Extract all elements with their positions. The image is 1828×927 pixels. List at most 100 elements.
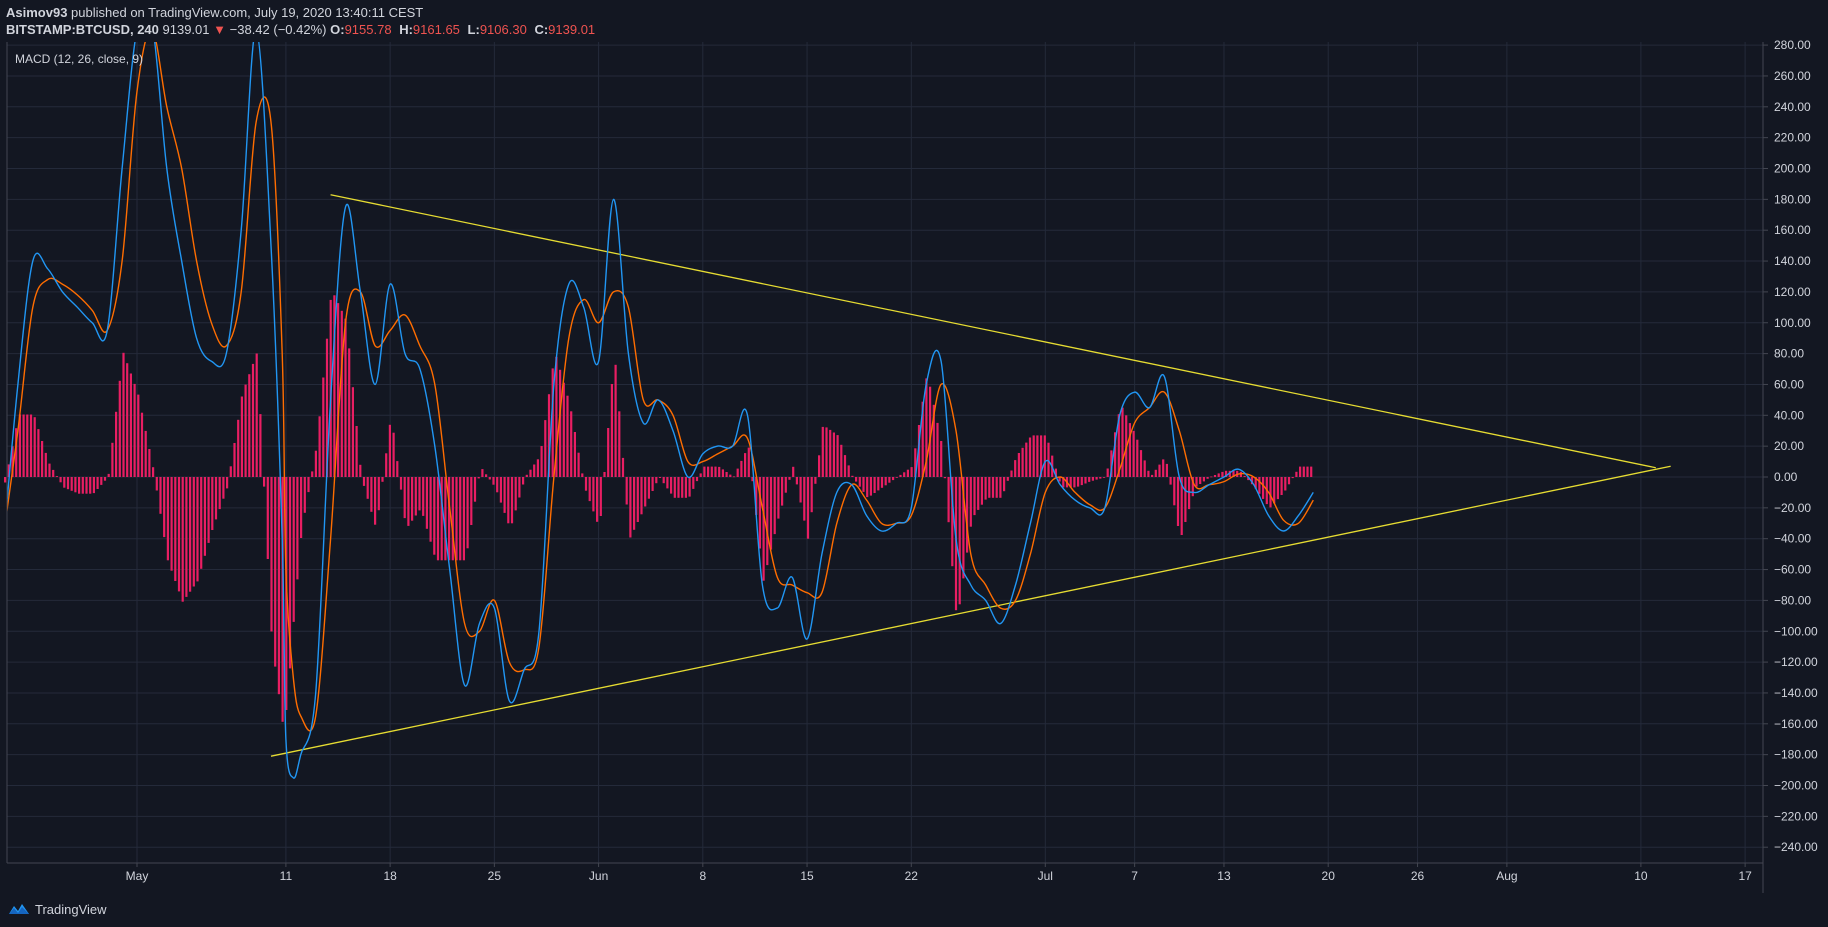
tradingview-brand[interactable]: TradingView	[35, 901, 107, 917]
histogram-bar	[855, 477, 858, 482]
histogram-bar	[126, 363, 129, 477]
histogram-bar	[899, 474, 902, 477]
histogram-bar	[41, 441, 44, 477]
x-tick-label: 25	[488, 869, 502, 883]
histogram-bar	[1243, 475, 1246, 477]
histogram-bar	[137, 394, 140, 477]
x-axis[interactable]: May 11 18 25 Jun 8 15 22 Jul 7 13 20 26 Aug 10 17	[6, 42, 1763, 883]
histogram-bar	[903, 472, 906, 477]
histogram-bar	[1158, 464, 1161, 477]
histogram-bar	[603, 472, 606, 477]
upper-trendline[interactable]	[330, 194, 1656, 469]
y-tick-label: 220.00	[1774, 131, 1811, 145]
histogram-bar	[725, 472, 728, 477]
histogram-bar	[940, 441, 943, 477]
x-tick-label: 22	[905, 869, 919, 883]
y-tick-label: 180.00	[1774, 192, 1811, 206]
histogram-bar	[152, 467, 155, 477]
histogram-bar	[888, 477, 891, 483]
histogram-bar	[510, 477, 514, 524]
author-name[interactable]: Asimov93	[6, 5, 68, 20]
histogram-bar	[296, 477, 299, 580]
histogram-bar	[55, 476, 58, 477]
histogram-bar	[311, 471, 314, 477]
histogram-bar	[599, 477, 602, 516]
histogram-bar	[621, 457, 625, 477]
histogram-bar	[1036, 435, 1039, 477]
histogram-bar	[1287, 477, 1291, 485]
histogram-bar	[1199, 477, 1202, 484]
trendlines[interactable]	[270, 194, 1671, 757]
histogram-bar	[1310, 466, 1313, 477]
histogram-bar	[551, 368, 554, 477]
histogram-bar	[766, 477, 769, 566]
histogram-bar	[540, 446, 543, 477]
histogram-bar	[18, 414, 21, 477]
histogram-bar	[259, 414, 262, 477]
histogram-bar	[266, 477, 269, 559]
low-label: L:	[467, 22, 480, 37]
histogram-bar	[1028, 437, 1032, 477]
histogram-bar	[666, 477, 669, 489]
histogram-bar	[544, 420, 547, 477]
histogram-bar	[425, 477, 428, 529]
histogram-bar	[1206, 477, 1209, 479]
histogram-bar	[740, 460, 743, 477]
histogram-bar	[148, 449, 151, 477]
lower-trendline[interactable]	[270, 465, 1671, 757]
indicator-label[interactable]: MACD (12, 26, close, 9)	[15, 52, 144, 66]
histogram-bar	[925, 378, 928, 477]
low-value: 9106.30	[479, 22, 527, 37]
histogram-bar	[525, 474, 528, 477]
histogram-bar	[237, 419, 240, 477]
histogram-bar	[758, 477, 761, 549]
x-tick-label: 15	[800, 869, 814, 883]
histogram-bar	[840, 444, 843, 477]
histogram-bar	[818, 455, 821, 477]
histogram-bar	[1069, 477, 1072, 488]
histogram-bar	[1132, 430, 1135, 477]
histogram-bar	[455, 477, 458, 561]
histogram-bar	[873, 477, 876, 493]
histogram-bar	[288, 477, 292, 669]
y-tick-label: 200.00	[1774, 162, 1811, 176]
histogram-bar	[596, 477, 599, 522]
histogram-bar	[226, 477, 229, 489]
histogram-bar	[159, 477, 162, 514]
histogram-bar	[218, 477, 221, 510]
y-tick-label: −100.00	[1774, 624, 1818, 638]
histogram-bar	[192, 477, 195, 587]
y-tick-label: 280.00	[1774, 38, 1811, 52]
histogram-bar	[1054, 468, 1057, 477]
histogram-bar	[314, 450, 317, 477]
histogram-bar	[1084, 477, 1087, 484]
histogram-bar	[555, 356, 558, 477]
tradingview-logo-icon	[9, 904, 29, 914]
histogram-bar	[22, 414, 25, 477]
x-tick-label: 11	[280, 869, 293, 883]
histogram-bar	[177, 477, 181, 592]
histogram-bar	[577, 452, 580, 477]
y-axis[interactable]: 280.00 260.00 240.00 220.00 200.00 180.00 160.…	[1762, 38, 1818, 893]
histogram-bar	[1221, 471, 1224, 477]
histogram-bar	[348, 348, 351, 477]
histogram-bar	[984, 477, 987, 500]
histogram-bar	[559, 369, 562, 477]
histogram-bar	[1043, 435, 1046, 477]
histogram-bar	[1295, 471, 1298, 477]
histogram-bar	[251, 363, 255, 477]
histogram-bar	[344, 318, 347, 477]
histogram-bar	[255, 353, 258, 477]
histogram-bar	[662, 477, 665, 484]
histogram-bar	[366, 477, 369, 499]
histogram-bar	[418, 477, 421, 511]
histogram-bar	[906, 469, 909, 477]
histogram-bar	[832, 432, 835, 477]
histogram-bar	[1195, 477, 1198, 487]
histogram-bar	[688, 477, 691, 497]
y-tick-label: −60.00	[1774, 563, 1811, 577]
histogram-bar	[781, 477, 784, 506]
histogram-bar	[377, 477, 380, 511]
histogram-bar	[355, 426, 358, 477]
